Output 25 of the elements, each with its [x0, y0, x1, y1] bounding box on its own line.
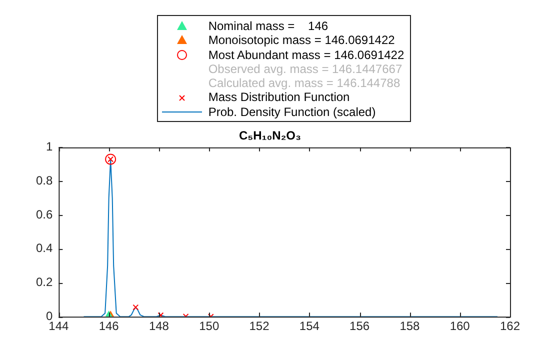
point [158, 312, 164, 317]
x-tick-label: 146 [98, 319, 120, 334]
y-tick-label: 1 [46, 140, 53, 154]
x-tick-label: 156 [350, 319, 370, 334]
legend-label: Calculated avg. mass = 146.144788 [208, 76, 400, 90]
legend-label: Nominal mass = 146 [208, 19, 328, 34]
x-tick-label: 150 [199, 319, 220, 334]
point [132, 304, 139, 310]
x-tick-label: 160 [450, 319, 470, 334]
x-tick-label: 158 [400, 319, 420, 334]
y-tick-label: 0.8 [36, 174, 53, 188]
x-tick-label: 162 [500, 319, 520, 334]
chart-title: C₅H₁₀N₂O₃ [238, 128, 302, 143]
legend-label: Observed avg. mass = 146.1447667 [208, 62, 402, 76]
y-tick-label: 0.6 [36, 207, 53, 222]
legend-label: Monoisotopic mass = 146.0691422 [208, 33, 395, 48]
x-tick-label: 148 [148, 319, 170, 334]
x-tick-label: 154 [299, 319, 320, 334]
x-tick-label: 152 [249, 319, 270, 334]
y-tick-label: 0.4 [36, 241, 53, 256]
legend-label: Prob. Density Function (scaled) [208, 104, 376, 120]
point [105, 154, 116, 165]
y-tick-label: 0.2 [36, 275, 53, 290]
legend-label: Most Abundant mass = 146.0691422 [208, 48, 404, 62]
legend-label: Mass Distribution Function [208, 90, 350, 105]
